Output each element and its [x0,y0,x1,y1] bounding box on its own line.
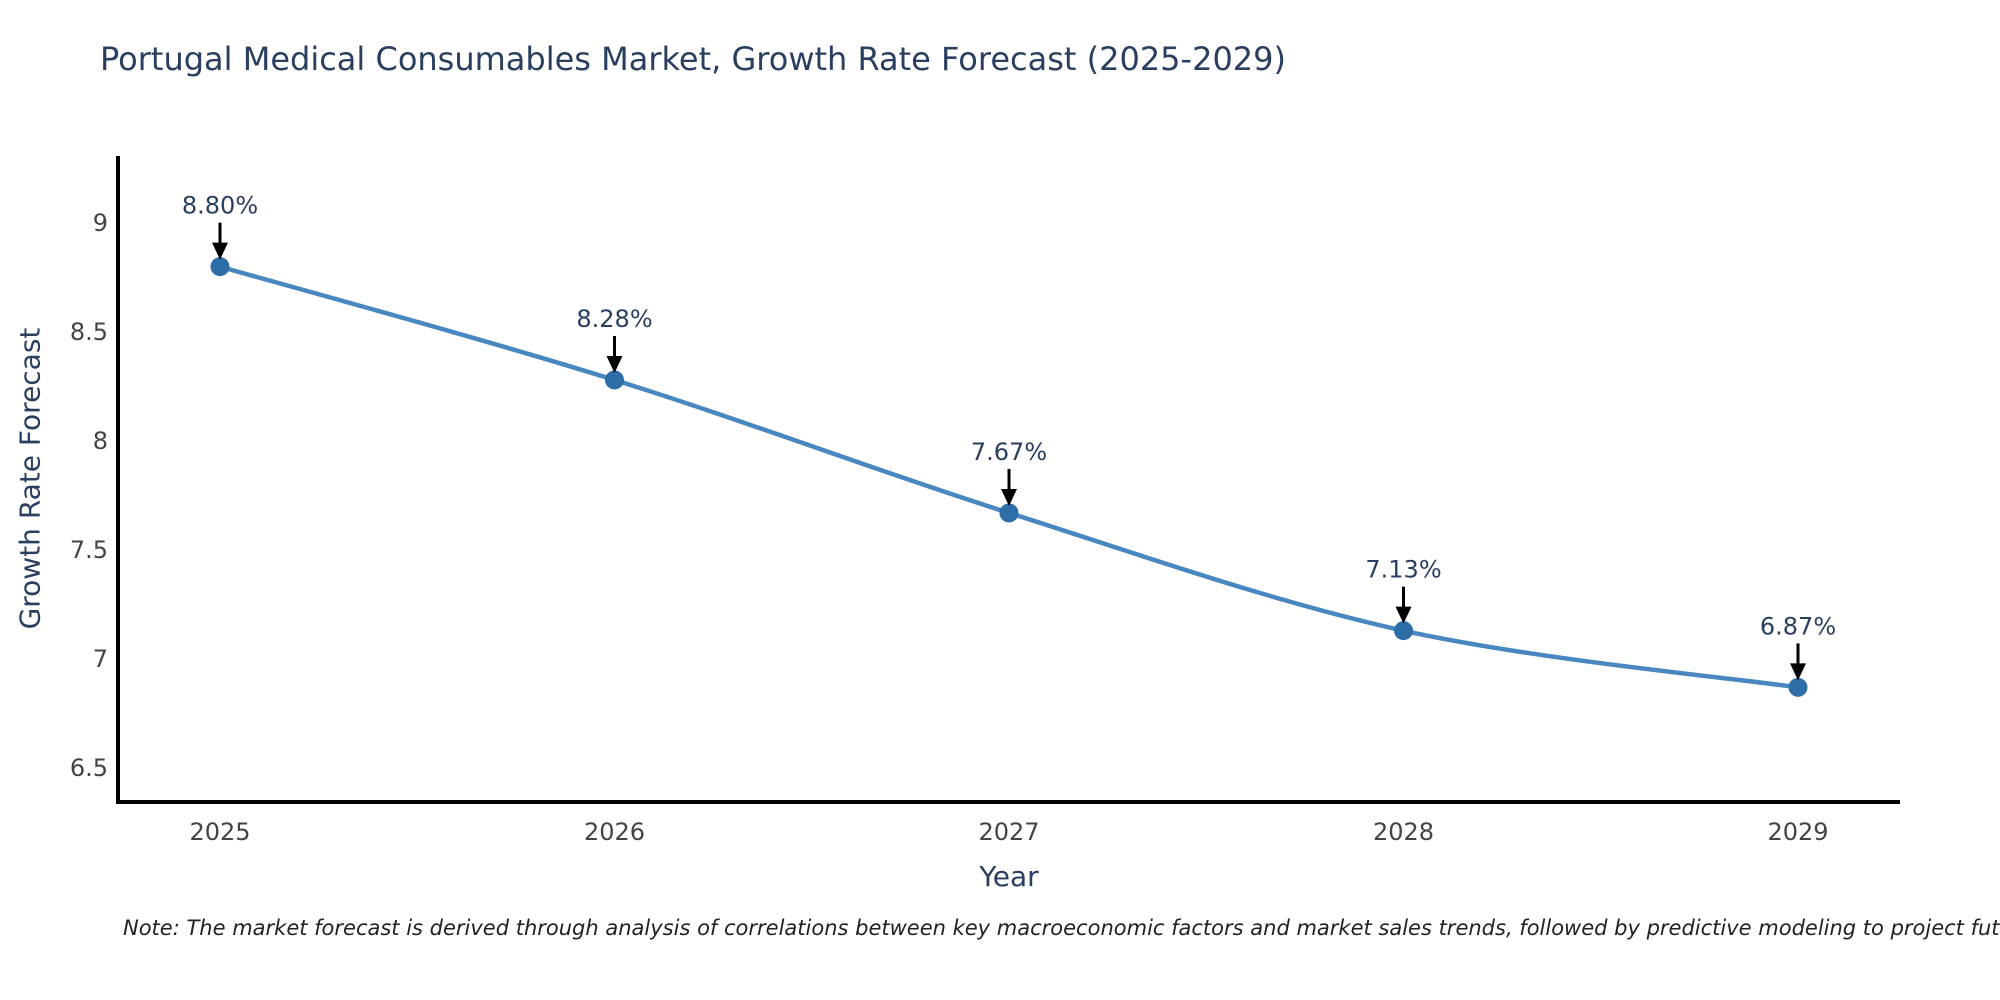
point-value-label: 8.28% [576,305,652,333]
data-point-marker [1788,677,1808,697]
data-point-marker [210,257,230,277]
y-tick-label: 9 [93,209,108,237]
point-value-label: 8.80% [182,192,258,220]
point-value-label: 6.87% [1760,612,1836,640]
data-point-marker [605,370,624,390]
y-tick-label: 8 [93,427,108,455]
annotation-arrowhead [606,355,623,373]
point-value-label: 7.67% [971,438,1047,466]
chart-title: Portugal Medical Consumables Market, Gro… [100,40,1286,78]
annotation-arrowhead [212,242,228,260]
y-tick-label: 7.5 [70,536,108,564]
x-tick-label: 2025 [189,818,250,846]
y-tick-label: 7 [93,645,108,673]
annotation-arrowhead [1001,488,1017,506]
point-value-label: 7.13% [1365,556,1441,584]
data-point-marker [1394,621,1413,641]
x-tick-label: 2026 [584,818,645,846]
x-tick-label: 2027 [978,818,1039,846]
x-axis-title: Year [979,860,1039,893]
x-tick-label: 2028 [1373,818,1434,846]
y-axis-title: Growth Rate Forecast [13,327,47,630]
x-tick-label: 2029 [1767,818,1828,846]
annotation-arrowhead [1395,606,1412,624]
y-tick-label: 6.5 [70,754,108,782]
y-tick-label: 8.5 [70,318,108,346]
footnote: Note: The market forecast is derived thr… [123,916,2000,940]
annotation-arrowhead [1790,663,1806,681]
data-point-marker [999,503,1019,523]
